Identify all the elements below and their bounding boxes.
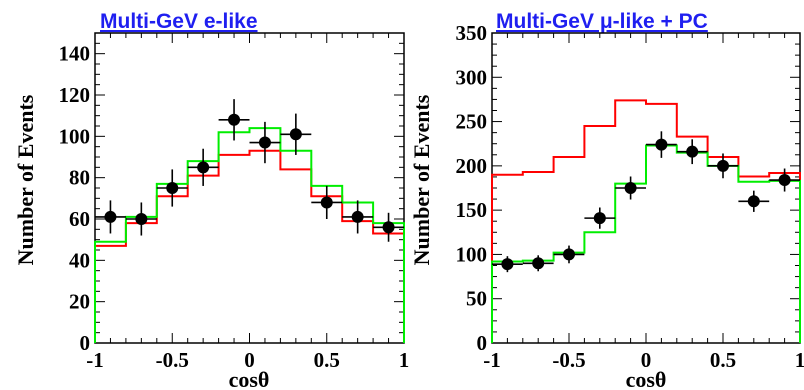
data-point: [747, 195, 760, 208]
x-tick-label: -0.5: [156, 348, 189, 372]
y-tick-label: 20: [69, 290, 90, 314]
x-tick-label: 0.5: [314, 348, 340, 372]
data-point: [717, 159, 729, 172]
data-point: [258, 136, 271, 149]
y-tick-label: 60: [69, 207, 90, 231]
x-tick-label: 0: [244, 348, 255, 372]
plot-frame: [94, 32, 405, 344]
data-point: [686, 145, 699, 158]
data-point: [351, 210, 364, 223]
data-point: [320, 196, 333, 209]
x-axis-label-right: cosθ: [626, 367, 667, 390]
x-axis-label-left: cosθ: [229, 367, 270, 390]
data-point: [228, 113, 241, 126]
chart-title-right: Multi-GeV μ-like + PC: [496, 10, 708, 33]
y-tick-label: 50: [466, 287, 487, 311]
data-point: [289, 128, 302, 141]
data-point: [655, 138, 668, 151]
data-point: [135, 213, 148, 225]
y-tick-label: 120: [59, 83, 91, 107]
y-tick-label: 40: [69, 248, 90, 272]
y-tick-label: 0: [477, 331, 488, 355]
y-axis-label-left: Number of Events: [13, 94, 38, 265]
y-tick-label: 80: [69, 166, 90, 190]
histogram-line: [491, 144, 801, 343]
chart-panel-right: -1 -0.5 0 0.5 1 0 50 100 150 200 250 300 350: [456, 21, 804, 372]
y-tick-label: 0: [80, 331, 91, 355]
chart-panel-left: -1 -0.5 0 0.5 1 0 20 40 60 80 100 120 140: [59, 32, 410, 372]
x-tick-label: 1: [795, 348, 804, 372]
y-tick-label: 250: [456, 110, 488, 134]
data-point: [778, 174, 791, 187]
y-tick-label: 150: [456, 198, 488, 222]
data-point: [166, 182, 179, 194]
y-tick-label: 200: [456, 154, 488, 178]
data-point: [532, 257, 545, 270]
x-tick-label: -1: [86, 348, 104, 372]
y-tick-label: 100: [59, 124, 91, 148]
data-point: [197, 161, 210, 174]
data-point: [382, 221, 395, 234]
y-axis-label-right: Number of Events: [409, 94, 434, 265]
data-point: [624, 182, 637, 194]
data-point: [563, 248, 575, 261]
data-point: [104, 210, 117, 223]
y-tick-label: 140: [59, 42, 91, 66]
chart-title-left: Multi-GeV e-like: [100, 10, 258, 33]
y-tick-label: 350: [456, 21, 488, 45]
x-tick-label: -0.5: [552, 348, 585, 372]
x-tick-label: 1: [399, 348, 410, 372]
data-point: [501, 258, 514, 271]
x-tick-label: 0.5: [710, 348, 736, 372]
histogram-line: [94, 149, 405, 343]
x-tick-label: -1: [483, 348, 501, 372]
y-tick-label: 300: [456, 65, 488, 89]
data-point: [593, 212, 606, 225]
y-tick-label: 100: [456, 242, 488, 266]
histogram-line: [491, 99, 801, 343]
x-tick-label: 0: [641, 348, 652, 372]
